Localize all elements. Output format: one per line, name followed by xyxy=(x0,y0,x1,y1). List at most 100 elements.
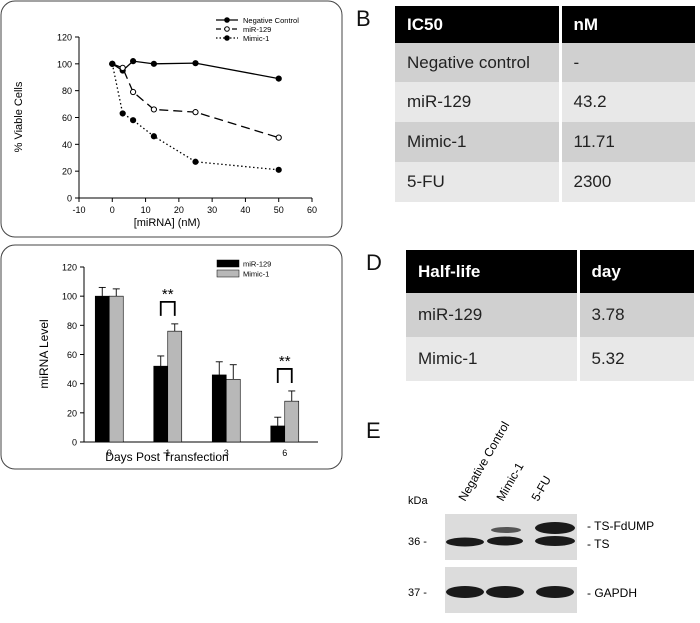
data-point xyxy=(150,133,157,140)
band-tsfdump-lane3 xyxy=(535,522,575,534)
data-point xyxy=(275,75,282,82)
x-tick-label: 3 xyxy=(224,448,229,458)
bar xyxy=(284,400,300,443)
y-tick-label: 60 xyxy=(67,350,77,360)
data-point xyxy=(129,58,137,65)
lane-label: Mimic-1 xyxy=(493,460,526,504)
data-point xyxy=(192,158,199,165)
legend-marker xyxy=(224,17,230,23)
legend-label: miR-129 xyxy=(243,260,271,269)
y-tick-label: 120 xyxy=(57,33,72,43)
band-tsfdump-lane2 xyxy=(491,527,521,533)
legend-swatch xyxy=(216,259,240,268)
header-cell: day xyxy=(576,250,694,293)
kda-label: kDa xyxy=(408,495,428,507)
table-header-row: Half-life day xyxy=(406,250,694,293)
table-cell: Negative control xyxy=(395,43,560,82)
significance-label: ** xyxy=(279,353,291,370)
bar xyxy=(94,295,110,443)
band-gapdh-lane1 xyxy=(446,586,484,598)
panel-letter-e: E xyxy=(366,418,381,443)
legend-label: Mimic-1 xyxy=(243,270,269,279)
table-cell: miR-129 xyxy=(406,293,578,337)
x-axis-label: Days Post Transfection xyxy=(105,450,228,464)
y-tick-label: 20 xyxy=(67,408,77,418)
table-cell: - xyxy=(558,43,695,82)
x-tick-label: 1 xyxy=(165,448,170,458)
ic50-table: IC50 nM Negative control - miR-129 43.2 … xyxy=(395,6,695,202)
series-line-mir-129 xyxy=(112,63,279,139)
y-tick-label: 0 xyxy=(72,438,77,448)
x-tick-label: 40 xyxy=(240,205,250,215)
data-point xyxy=(275,166,282,173)
table-cell: miR-129 xyxy=(395,82,560,122)
table-cell: Mimic-1 xyxy=(406,337,578,381)
y-tick-label: 80 xyxy=(62,86,72,96)
header-cell: IC50 xyxy=(395,6,560,43)
table-row: 5-FU 2300 xyxy=(395,162,695,202)
chart-frame xyxy=(0,0,343,238)
table-cell: 5.32 xyxy=(576,337,694,381)
series-line-mimic-1 xyxy=(111,63,279,171)
y-tick-label: 20 xyxy=(62,167,72,177)
band-label-ts: - TS xyxy=(587,537,609,551)
data-point xyxy=(119,64,126,71)
header-cell: Half-life xyxy=(406,250,578,293)
table-cell: Mimic-1 xyxy=(395,122,560,162)
table-row: miR-129 43.2 xyxy=(395,82,695,122)
significance-bracket xyxy=(276,368,293,383)
data-point xyxy=(109,60,116,67)
mw-marker-37: 37 - xyxy=(408,587,427,599)
y-tick-label: 120 xyxy=(62,263,77,273)
y-tick-label: 0 xyxy=(67,194,72,204)
header-cell: nM xyxy=(558,6,695,43)
x-tick-label: 50 xyxy=(274,205,284,215)
table-row: Mimic-1 11.71 xyxy=(395,122,695,162)
data-point xyxy=(275,134,282,141)
y-tick-label: 40 xyxy=(67,379,77,389)
mw-marker-36: 36 - xyxy=(408,536,427,548)
panel-letter-d: D xyxy=(366,250,382,275)
table-row: miR-129 3.78 xyxy=(406,293,694,337)
x-tick-label: 6 xyxy=(282,448,287,458)
band-ts-lane3 xyxy=(535,536,575,546)
table-cell: 5-FU xyxy=(395,162,560,202)
band-gapdh-lane2 xyxy=(486,586,524,598)
data-point xyxy=(119,110,126,117)
data-point xyxy=(150,106,157,113)
band-ts-lane1 xyxy=(446,537,484,547)
bar xyxy=(225,378,241,443)
data-point xyxy=(192,109,199,116)
data-point xyxy=(129,117,137,124)
bar xyxy=(270,425,286,443)
y-tick-label: 40 xyxy=(62,140,72,150)
table-cell: 2300 xyxy=(558,162,695,202)
band-label-gapdh: - GAPDH xyxy=(587,586,637,600)
bar xyxy=(167,330,183,443)
x-tick-label: 60 xyxy=(307,205,317,215)
legend-label: miR-129 xyxy=(243,25,271,34)
x-tick-label: 20 xyxy=(174,205,184,215)
x-tick-label: 0 xyxy=(107,448,112,458)
half-life-table: Half-life day miR-129 3.78 Mimic-1 5.32 xyxy=(406,250,694,381)
bar xyxy=(108,295,124,443)
y-tick-label: 80 xyxy=(67,321,77,331)
panel-letter-b: B xyxy=(356,6,371,31)
bar xyxy=(211,374,227,443)
significance-bracket xyxy=(159,300,176,316)
y-tick-label: 100 xyxy=(62,292,77,302)
y-axis-label: miRNA Level xyxy=(37,319,51,388)
table-cell: 43.2 xyxy=(558,82,695,122)
y-axis-label: % Viable Cells xyxy=(13,81,25,152)
legend-swatch xyxy=(216,269,240,278)
x-axis-label: [miRNA] (nM) xyxy=(134,217,201,229)
x-tick-label: 30 xyxy=(207,205,217,215)
bar xyxy=(153,365,169,443)
legend-marker xyxy=(224,26,230,32)
table-cell: 3.78 xyxy=(576,293,694,337)
band-gapdh-lane3 xyxy=(536,586,574,598)
band-label-ts-fdump: - TS-FdUMP xyxy=(587,519,654,533)
legend-marker xyxy=(224,35,230,41)
